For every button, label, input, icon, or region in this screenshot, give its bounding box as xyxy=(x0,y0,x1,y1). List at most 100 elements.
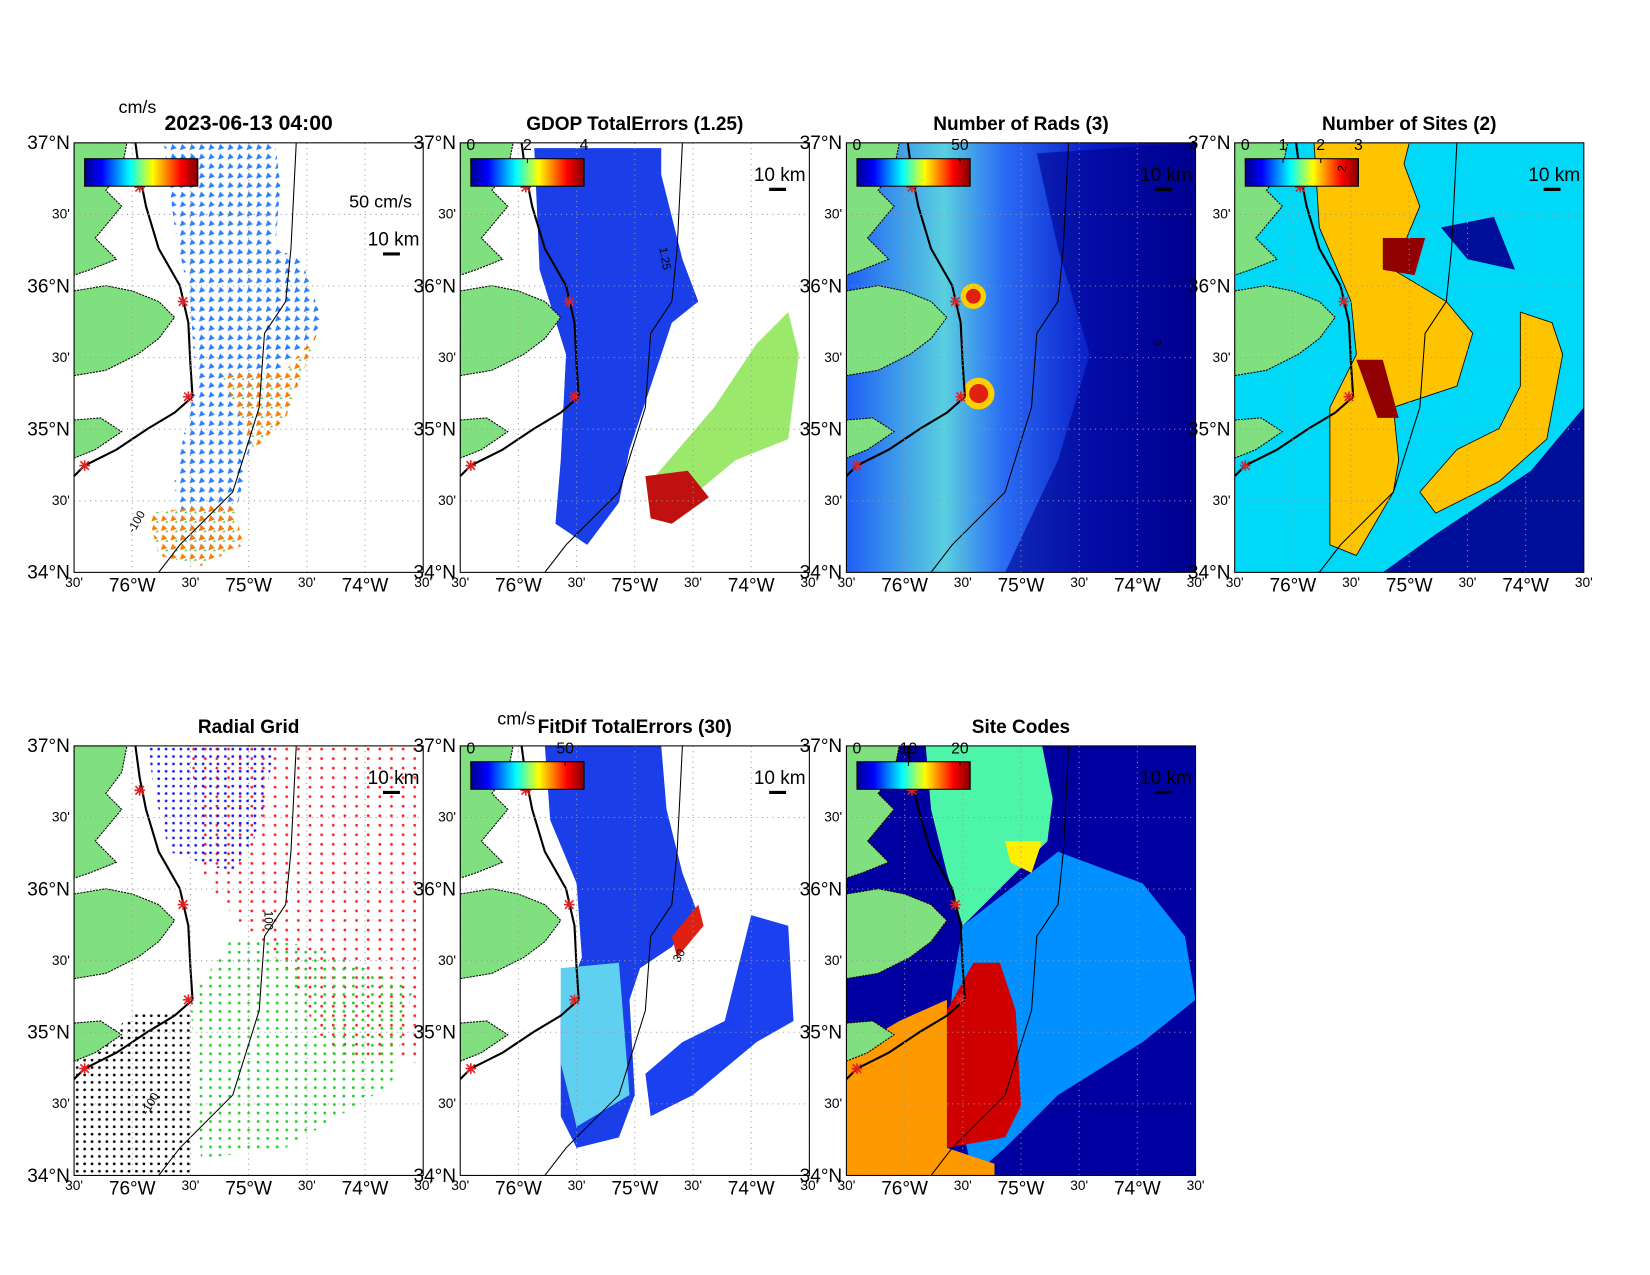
contour-label: 2 xyxy=(1335,164,1349,173)
axes-frame xyxy=(73,142,424,573)
y-tick-label: 30' xyxy=(824,493,842,508)
axes-frame xyxy=(73,745,424,1176)
contour-label: -100 xyxy=(125,508,148,535)
panel-title: Number of Rads (3) xyxy=(933,114,1109,135)
axes-frame xyxy=(1234,142,1585,573)
map-panel: 30' 76°W 30' 75°W 30' 74°W 30'37°N30'36°N30'35… xyxy=(27,97,432,596)
scale-label: 10 km xyxy=(1140,768,1192,789)
map-area xyxy=(460,745,810,1176)
axes-frame xyxy=(459,745,810,1176)
colorbar xyxy=(470,158,585,187)
y-tick-label: 30' xyxy=(52,350,70,365)
y-tick-label: 35°N xyxy=(800,1023,843,1044)
x-tick-label: 74°W xyxy=(1502,575,1549,596)
x-tick-label: 76°W xyxy=(109,1178,156,1199)
map-area xyxy=(1234,142,1584,573)
data-field xyxy=(534,148,799,545)
x-tick-label: 30' xyxy=(414,1178,432,1193)
y-tick-label: 37°N xyxy=(413,736,456,757)
x-tick-label: 30' xyxy=(1070,575,1088,590)
data-field xyxy=(148,142,323,567)
figure-body: 30' 76°W 30' 75°W 30' 74°W 30'37°N30'36°N30'35… xyxy=(27,97,1592,1199)
scale-label: 10 km xyxy=(1140,165,1192,186)
map-area xyxy=(74,745,424,1176)
x-tick-label: 30' xyxy=(954,575,972,590)
contour-label: 100 xyxy=(262,911,275,931)
scale-label: 10 km xyxy=(754,768,806,789)
x-tick-label: 74°W xyxy=(728,1178,775,1199)
y-tick-label: 30' xyxy=(824,207,842,222)
x-tick-label: 30' xyxy=(1226,575,1244,590)
y-tick-label: 36°N xyxy=(800,276,843,297)
x-tick-label: 76°W xyxy=(1270,575,1317,596)
map-area xyxy=(74,142,424,573)
x-tick-label: 30' xyxy=(684,575,702,590)
y-tick-label: 35°N xyxy=(413,1023,456,1044)
x-tick-label: 30' xyxy=(684,1178,702,1193)
axes-frame xyxy=(459,142,810,573)
x-tick-label: 74°W xyxy=(1114,1178,1161,1199)
y-tick-label: 30' xyxy=(438,1096,456,1111)
y-tick-label: 30' xyxy=(824,953,842,968)
colorbar-tick-label: 0 xyxy=(466,137,475,154)
x-tick-label: 30' xyxy=(451,575,469,590)
x-tick-label: 30' xyxy=(1187,1178,1205,1193)
panel-title: Number of Sites (2) xyxy=(1322,114,1496,135)
y-tick-label: 34°N xyxy=(413,1166,456,1187)
x-tick-label: 30' xyxy=(837,1178,855,1193)
colorbar-tick-label: 20 xyxy=(951,740,969,757)
y-tick-label: 35°N xyxy=(27,420,70,441)
x-tick-label: 30' xyxy=(954,1178,972,1193)
y-tick-label: 35°N xyxy=(27,1023,70,1044)
y-tick-label: 37°N xyxy=(413,133,456,154)
y-tick-label: 30' xyxy=(52,207,70,222)
y-tick-label: 30' xyxy=(52,1096,70,1111)
x-tick-label: 30' xyxy=(298,575,316,590)
y-tick-label: 37°N xyxy=(1188,133,1231,154)
x-tick-label: 30' xyxy=(1187,575,1205,590)
x-tick-label: 74°W xyxy=(342,1178,389,1199)
y-tick-label: 30' xyxy=(52,810,70,825)
x-tick-label: 76°W xyxy=(495,575,542,596)
map-area xyxy=(846,142,1196,573)
x-tick-label: 75°W xyxy=(1386,575,1433,596)
y-tick-label: 36°N xyxy=(800,879,843,900)
y-tick-label: 36°N xyxy=(413,276,456,297)
data-field xyxy=(544,745,794,1148)
map-panel: 30' 76°W 30' 75°W 30' 74°W 30'37°N30'36°N30'35… xyxy=(800,114,1205,596)
vector-scale-label: 50 cm/s xyxy=(349,191,412,211)
scale-label: 10 km xyxy=(368,768,420,789)
panel-title: Site Codes xyxy=(972,717,1070,738)
x-tick-label: 75°W xyxy=(225,1178,272,1199)
x-tick-label: 74°W xyxy=(728,575,775,596)
colorbar-tick-label: 0 xyxy=(853,137,862,154)
colorbar-tick-label: 3 xyxy=(1354,137,1363,154)
contour-label: 1.25 xyxy=(656,246,673,271)
x-tick-label: 75°W xyxy=(225,575,272,596)
y-tick-label: 37°N xyxy=(800,736,843,757)
y-tick-label: 36°N xyxy=(27,879,70,900)
colorbar xyxy=(856,761,971,790)
colorbar xyxy=(84,158,199,187)
y-tick-label: 30' xyxy=(438,493,456,508)
scale-label: 10 km xyxy=(1528,165,1580,186)
x-tick-label: 74°W xyxy=(1114,575,1161,596)
y-tick-label: 30' xyxy=(438,810,456,825)
y-tick-label: 30' xyxy=(52,953,70,968)
y-tick-label: 34°N xyxy=(800,1166,843,1187)
y-tick-label: 34°N xyxy=(800,563,843,584)
x-tick-label: 30' xyxy=(568,575,586,590)
x-tick-label: 30' xyxy=(800,575,818,590)
colorbar-tick-label: 4 xyxy=(580,137,589,154)
y-tick-label: 34°N xyxy=(1188,563,1231,584)
y-tick-label: 36°N xyxy=(27,276,70,297)
x-tick-label: 30' xyxy=(65,1178,83,1193)
x-tick-label: 30' xyxy=(181,1178,199,1193)
x-tick-label: 74°W xyxy=(342,575,389,596)
colorbar xyxy=(856,158,971,187)
colorbar-tick-label: 0 xyxy=(853,740,862,757)
colorbar-label: cm/s xyxy=(118,97,156,117)
contour-label: 3 xyxy=(1150,339,1164,348)
contour-label: 30 xyxy=(671,946,689,964)
x-tick-label: 30' xyxy=(1575,575,1593,590)
